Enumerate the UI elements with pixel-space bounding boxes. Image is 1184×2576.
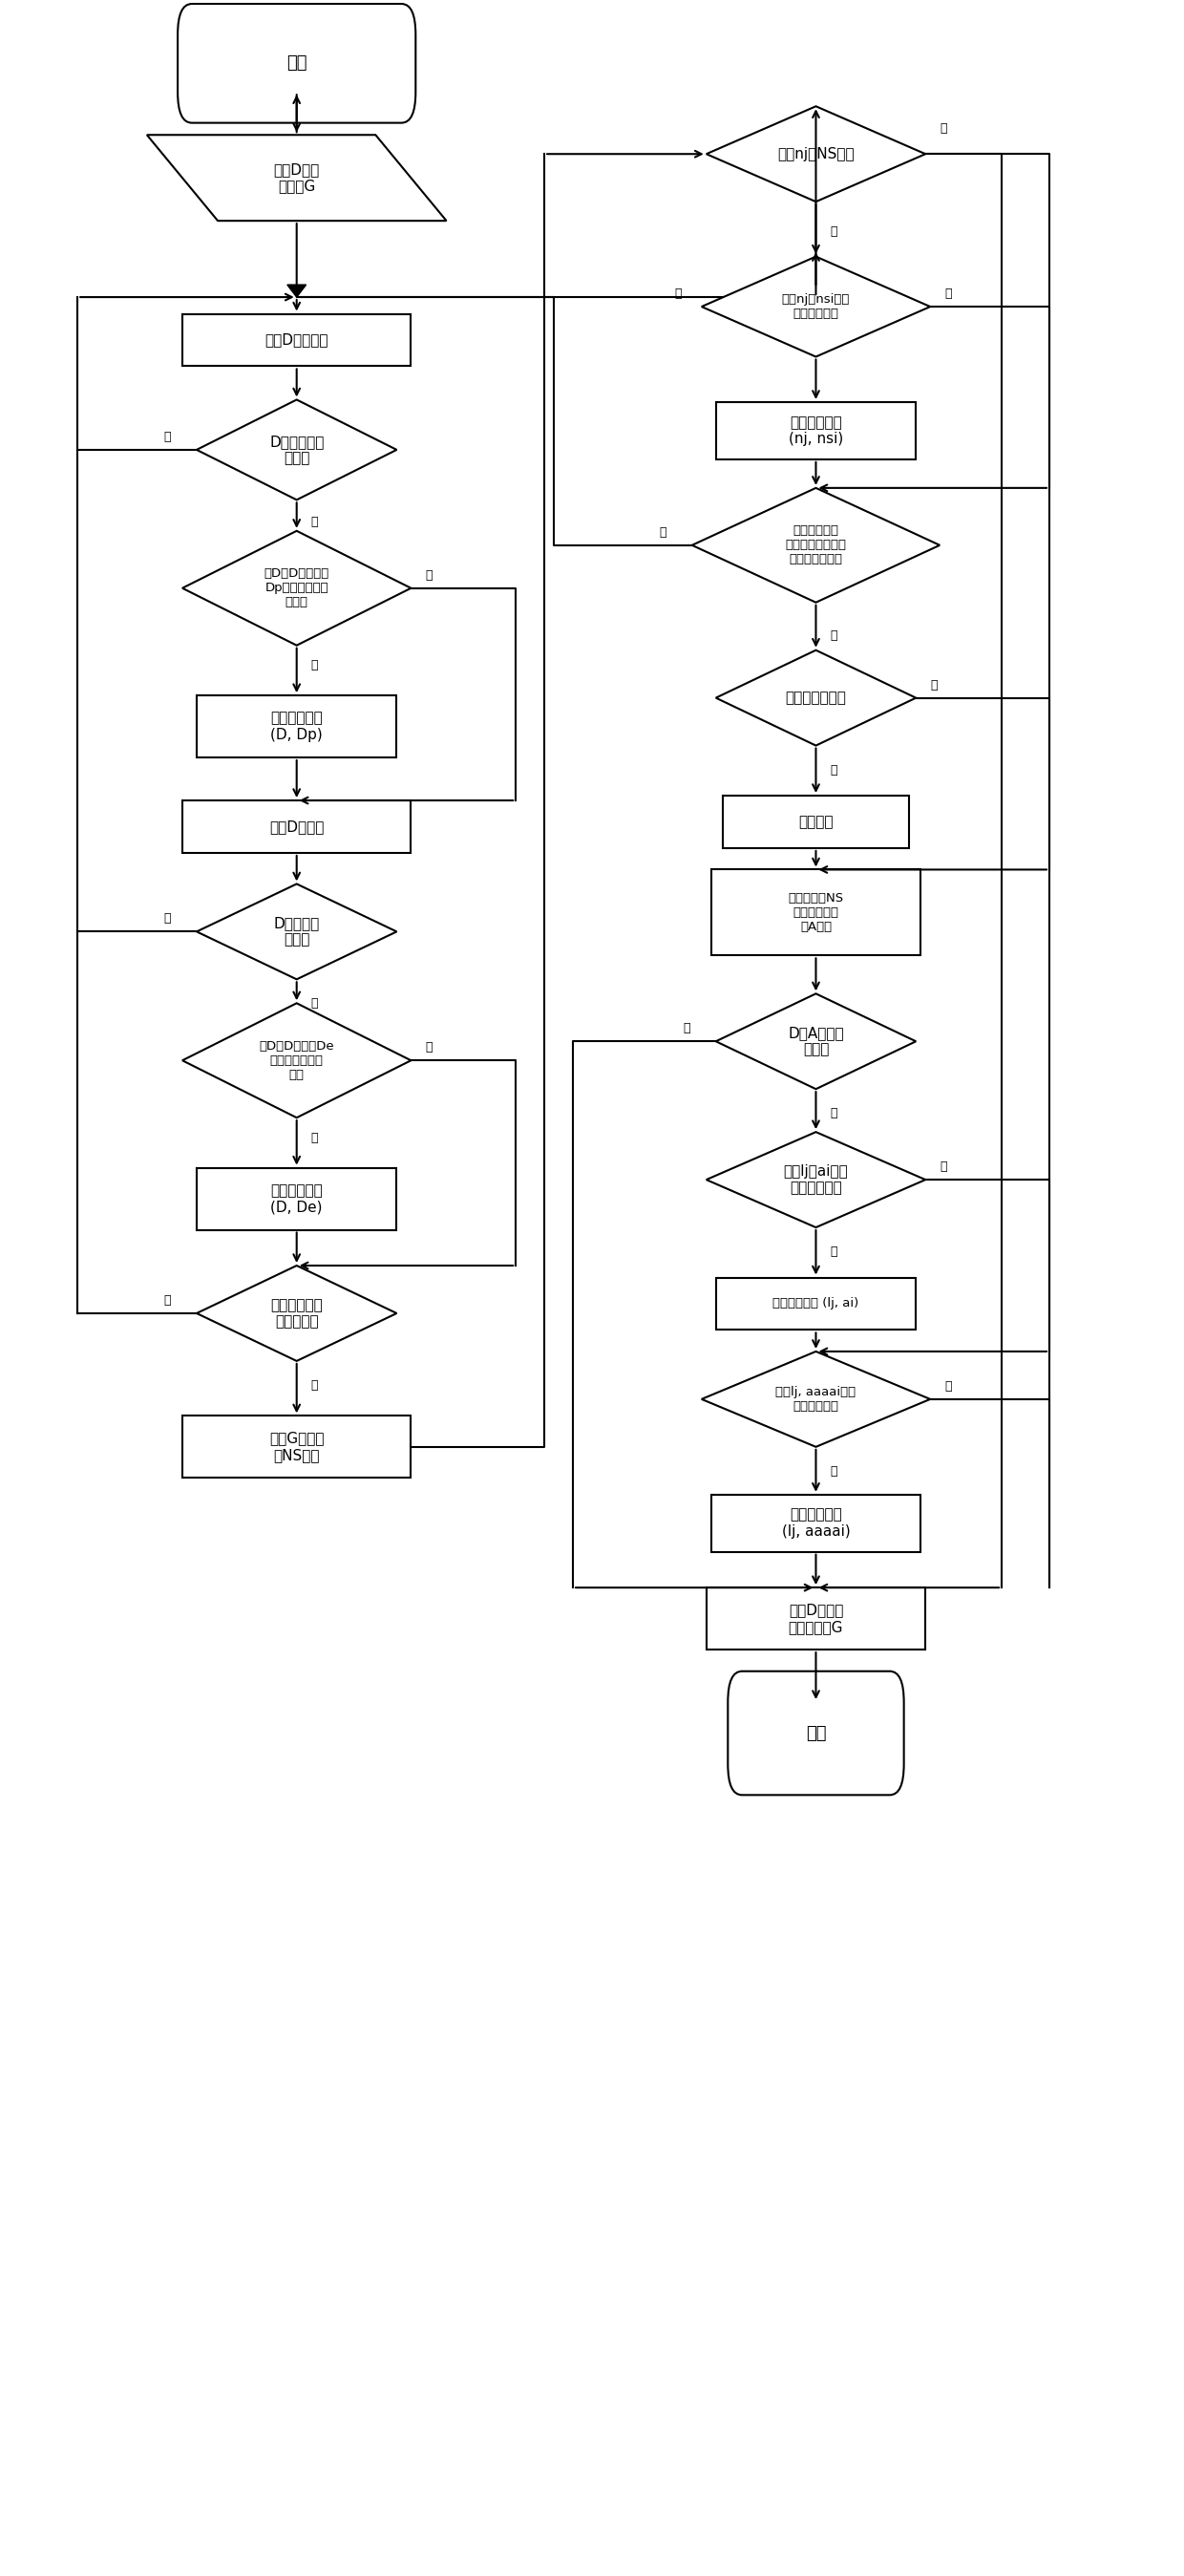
Text: 否: 否 — [659, 526, 667, 538]
Text: 图中是否有闭环: 图中是否有闭环 — [785, 690, 847, 706]
Text: 在图中添加边
(nj, nsi): 在图中添加边 (nj, nsi) — [789, 415, 843, 446]
Bar — [182, 314, 411, 366]
Text: 从D到D的别名De
的边是否存在于
图中: 从D到D的别名De 的边是否存在于 图中 — [259, 1041, 334, 1082]
Text: 在图中添加边
(D, De): 在图中添加边 (D, De) — [270, 1182, 323, 1213]
Polygon shape — [182, 1002, 411, 1118]
Text: 否: 否 — [940, 121, 947, 134]
Text: D的A记录是
否存在: D的A记录是 否存在 — [787, 1025, 844, 1056]
Text: 否: 否 — [945, 289, 952, 299]
Polygon shape — [716, 649, 916, 744]
Text: 在图中添加边 (lj, ai): 在图中添加边 (lj, ai) — [773, 1298, 858, 1311]
Text: 否: 否 — [683, 1023, 690, 1036]
Text: 否: 否 — [425, 569, 432, 582]
Text: 否: 否 — [311, 1378, 318, 1391]
Polygon shape — [197, 884, 397, 979]
Polygon shape — [716, 994, 916, 1090]
Bar — [723, 796, 909, 848]
FancyBboxPatch shape — [178, 3, 416, 124]
Text: 对图中没有NS
出度的节点寻
找A记录: 对图中没有NS 出度的节点寻 找A记录 — [789, 891, 844, 933]
Text: 新加入的节点
（区域）的父区域
是否是其父节点: 新加入的节点 （区域）的父区域 是否是其父节点 — [785, 526, 847, 567]
Text: 是: 是 — [311, 1131, 318, 1144]
Text: 是: 是 — [163, 1293, 170, 1306]
Text: 是: 是 — [830, 224, 837, 237]
Bar — [197, 1167, 397, 1229]
Bar — [716, 1278, 916, 1329]
Text: 是否nj有NS记录: 是否nj有NS记录 — [778, 147, 855, 162]
Polygon shape — [288, 286, 297, 296]
Text: 是: 是 — [675, 289, 682, 299]
Text: 是: 是 — [830, 1108, 837, 1121]
Bar — [182, 1417, 411, 1479]
Bar — [182, 801, 411, 853]
Text: 是: 是 — [940, 1162, 947, 1172]
Polygon shape — [297, 286, 307, 296]
Text: 寻找G中节点
的NS记录: 寻找G中节点 的NS记录 — [269, 1432, 324, 1463]
Bar — [712, 1494, 921, 1551]
Text: 否: 否 — [163, 430, 170, 443]
Polygon shape — [702, 1352, 931, 1448]
FancyBboxPatch shape — [728, 1672, 903, 1795]
Text: 开始: 开始 — [287, 54, 307, 72]
Text: 打破闭环: 打破闭环 — [798, 814, 834, 829]
Text: 寻找D的父区域: 寻找D的父区域 — [265, 332, 328, 348]
Text: 边（lj，ai）是
否存在于图中: 边（lj，ai）是 否存在于图中 — [784, 1164, 848, 1195]
Text: 从D到D的父区域
Dp的边是否存在
于图中: 从D到D的父区域 Dp的边是否存在 于图中 — [264, 567, 329, 608]
Text: 是: 是 — [830, 762, 837, 775]
Text: 域名D，空
有向图G: 域名D，空 有向图G — [274, 162, 320, 193]
Polygon shape — [197, 399, 397, 500]
Polygon shape — [182, 531, 411, 647]
Polygon shape — [707, 1131, 926, 1226]
Text: 否: 否 — [163, 912, 170, 925]
Text: 边（nj，nsi）是
否存在于图中: 边（nj，nsi）是 否存在于图中 — [781, 294, 850, 319]
Text: 边（lj, aaaai）是
否存在于图中: 边（lj, aaaai）是 否存在于图中 — [776, 1386, 856, 1412]
Text: D的父区域是
否存在: D的父区域是 否存在 — [269, 435, 324, 466]
Text: 是: 是 — [311, 997, 318, 1010]
Text: 否: 否 — [830, 1247, 837, 1257]
Text: 是: 是 — [830, 629, 837, 641]
Text: 是: 是 — [311, 515, 318, 528]
Text: 是: 是 — [945, 1381, 952, 1394]
Bar — [716, 402, 916, 459]
Bar — [197, 696, 397, 757]
Text: 在图中添加边
(D, Dp): 在图中添加边 (D, Dp) — [270, 711, 323, 742]
Bar — [712, 871, 921, 956]
Polygon shape — [702, 258, 931, 355]
Bar — [707, 1587, 926, 1649]
Text: 否: 否 — [830, 1466, 837, 1479]
Text: 否: 否 — [425, 1041, 432, 1054]
Polygon shape — [707, 106, 926, 201]
Text: 在图中添加边
(lj, aaaai): 在图中添加边 (lj, aaaai) — [781, 1507, 850, 1538]
Polygon shape — [147, 134, 446, 222]
Text: 否: 否 — [931, 680, 938, 690]
Polygon shape — [197, 1265, 397, 1360]
Text: 结束: 结束 — [805, 1723, 826, 1741]
Polygon shape — [691, 487, 940, 603]
Text: 域名D的解析
记录依赖图G: 域名D的解析 记录依赖图G — [789, 1602, 843, 1633]
Text: D的别名是
否存在: D的别名是 否存在 — [274, 917, 320, 948]
Text: 是否有新加入
图中的节点: 是否有新加入 图中的节点 — [270, 1298, 323, 1329]
Text: 寻找D的别名: 寻找D的别名 — [269, 819, 324, 835]
Text: 是: 是 — [311, 659, 318, 672]
